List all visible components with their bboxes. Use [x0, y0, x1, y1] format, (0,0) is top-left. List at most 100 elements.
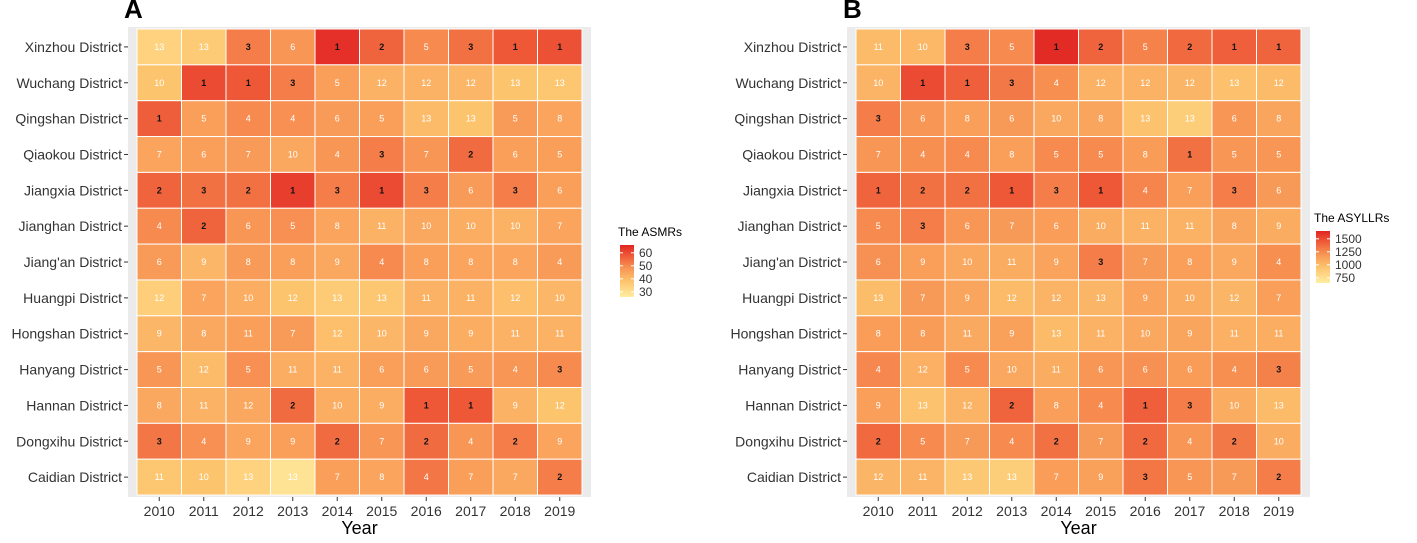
- cell-rank-label: 5: [557, 149, 562, 159]
- y-tick-label: Hanyang District: [738, 362, 841, 378]
- cell-rank-label: 3: [1143, 472, 1148, 482]
- cell-rank-label: 7: [965, 436, 970, 446]
- heatmap-cell: [1211, 387, 1257, 424]
- x-tick-label: 2013: [277, 503, 308, 519]
- heatmap-cell: [270, 243, 316, 281]
- cell-rank-label: 5: [513, 114, 518, 124]
- heatmap-cell: [403, 64, 449, 102]
- heatmap-cell: [1211, 136, 1257, 173]
- heatmap-cell: [314, 171, 360, 209]
- cell-rank-label: 11: [377, 221, 386, 231]
- heatmap-cell: [1167, 279, 1213, 317]
- heatmap-cell: [1078, 458, 1124, 496]
- heatmap-cell: [1078, 64, 1124, 102]
- cell-rank-label: 11: [963, 329, 972, 339]
- heatmap-cell: [136, 100, 182, 138]
- heatmap-cell: [989, 279, 1035, 317]
- heatmap-cell: [136, 136, 182, 173]
- heatmap-cell: [537, 171, 583, 209]
- x-tick-label: 2011: [908, 503, 938, 519]
- cell-rank-label: 9: [1143, 293, 1148, 303]
- x-tick-label: 2015: [366, 503, 397, 519]
- heatmap-cell: [855, 64, 901, 102]
- cell-rank-label: 4: [290, 114, 295, 124]
- cell-rank-label: 4: [920, 149, 925, 159]
- heatmap-cell: [181, 28, 227, 66]
- cell-rank-label: 13: [1274, 400, 1284, 410]
- x-tick-label: 2014: [322, 503, 353, 519]
- cell-rank-label: 10: [199, 472, 209, 482]
- cell-rank-label: 13: [962, 472, 972, 482]
- y-tick-label: Jianghan District: [738, 218, 842, 234]
- heatmap-cell: [314, 243, 360, 281]
- cell-rank-label: 8: [290, 257, 295, 267]
- heatmap-cell: [1078, 136, 1124, 173]
- cell-rank-label: 11: [1052, 365, 1061, 375]
- cell-rank-label: 3: [468, 42, 473, 52]
- legend-color-bar: [1316, 231, 1330, 283]
- cell-rank-label: 10: [332, 400, 342, 410]
- heatmap-cell: [136, 422, 182, 460]
- cell-rank-label: 5: [1054, 149, 1059, 159]
- cell-rank-label: 10: [1229, 400, 1239, 410]
- cell-rank-label: 9: [513, 400, 518, 410]
- cell-rank-label: 10: [555, 293, 565, 303]
- heatmap-cell: [1078, 387, 1124, 424]
- heatmap-cell: [225, 171, 271, 209]
- cell-rank-label: 2: [246, 185, 251, 195]
- cell-rank-label: 10: [1185, 293, 1195, 303]
- cell-rank-label: 3: [424, 185, 429, 195]
- legend-tick-label: 60: [639, 246, 653, 260]
- heatmap-cell: [359, 207, 405, 245]
- cell-rank-label: 5: [876, 221, 881, 231]
- heatmap-cell: [225, 243, 271, 281]
- cell-rank-label: 2: [513, 436, 518, 446]
- heatmap-cell: [1078, 243, 1124, 281]
- heatmap-cell: [492, 28, 538, 66]
- cell-rank-label: 12: [1140, 78, 1150, 88]
- cell-rank-label: 4: [1187, 436, 1192, 446]
- heatmap-cell: [1256, 171, 1302, 209]
- heatmap-cell: [448, 28, 494, 66]
- heatmap-cell: [1033, 100, 1079, 138]
- x-tick-label: 2017: [455, 503, 486, 519]
- cell-rank-label: 13: [1140, 114, 1150, 124]
- cell-rank-label: 4: [557, 257, 562, 267]
- heatmap-panel-b: B11 10 3 5 1 2 5 2 1 110 1 1 3 4 12 12 12 13 123 6 8 6 10 8 13 13…: [731, 0, 1390, 538]
- cell-rank-label: 3: [379, 149, 384, 159]
- heatmap-cell: [136, 171, 182, 209]
- heatmap-cell: [1167, 28, 1213, 66]
- cell-rank-label: 8: [1276, 114, 1281, 124]
- heatmap-cell: [989, 315, 1035, 353]
- cell-rank-label: 2: [876, 436, 881, 446]
- cell-rank-label: 1: [335, 42, 340, 52]
- heatmap-cell: [448, 458, 494, 496]
- cell-rank-label: 11: [1096, 329, 1105, 339]
- heatmap-cell: [270, 422, 316, 460]
- x-tick-label: 2015: [1085, 503, 1116, 519]
- cell-rank-label: 10: [1274, 436, 1284, 446]
- y-tick-label: Dongxihu District: [16, 433, 122, 449]
- cell-rank-label: 12: [377, 78, 387, 88]
- cell-rank-label: 3: [557, 365, 562, 375]
- cell-rank-label: 12: [1229, 293, 1239, 303]
- cell-rank-label: 4: [424, 472, 429, 482]
- cell-rank-label: 5: [1098, 149, 1103, 159]
- legend-tick-label: 30: [639, 285, 653, 299]
- heatmap-cell: [900, 171, 946, 209]
- y-tick-label: Xinzhou District: [25, 39, 122, 55]
- heatmap-cell: [1078, 100, 1124, 138]
- cell-rank-label: 2: [1009, 400, 1014, 410]
- cell-rank-label: 8: [1187, 257, 1192, 267]
- heatmap-cell: [181, 243, 227, 281]
- cell-rank-label: 6: [920, 114, 925, 124]
- cell-rank-label: 11: [874, 42, 883, 52]
- cell-rank-label: 11: [1230, 329, 1239, 339]
- x-tick-label: 2019: [1263, 503, 1294, 519]
- heatmap-cell: [537, 458, 583, 496]
- cell-rank-label: 11: [155, 472, 164, 482]
- heatmap-cell: [1256, 64, 1302, 102]
- cell-rank-label: 12: [154, 293, 164, 303]
- heatmap-cell: [1078, 279, 1124, 317]
- heatmap-cell: [225, 279, 271, 317]
